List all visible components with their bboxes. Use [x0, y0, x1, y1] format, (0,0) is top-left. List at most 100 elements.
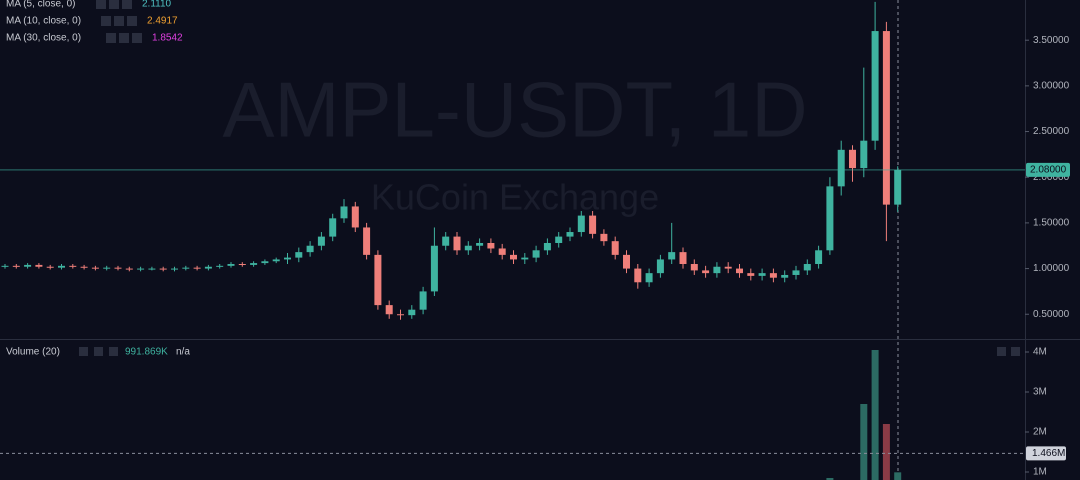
candle-body [487, 242, 495, 249]
icon[interactable] [997, 347, 1006, 356]
candle-body [227, 264, 235, 266]
candle-body [374, 254, 382, 306]
candle-body [329, 218, 337, 237]
indicator-value: 2.1110 [142, 0, 172, 10]
watermark-title: AMPL-USDT, 1D [222, 66, 807, 154]
volume-bar [871, 350, 879, 480]
candle-body [668, 252, 676, 260]
candle-body [815, 250, 823, 265]
candle-body [419, 291, 427, 310]
candle-body [464, 245, 472, 251]
candle-body [1, 265, 9, 267]
candle-body [284, 257, 291, 260]
candle-body [702, 270, 710, 274]
candle-body [543, 242, 551, 251]
icon[interactable] [119, 33, 129, 43]
candle-body [679, 252, 687, 265]
icon[interactable] [127, 16, 137, 26]
icon[interactable] [94, 347, 103, 356]
candle-body [204, 266, 212, 269]
icon[interactable] [109, 0, 119, 9]
candle-body [555, 236, 563, 243]
volume-legend-name: Volume (20) [6, 347, 60, 358]
candle-body [103, 267, 111, 269]
icon[interactable] [132, 33, 142, 43]
candle-body [600, 233, 608, 242]
candle-body [510, 254, 517, 260]
indicator-name: MA (5, close, 0) [6, 0, 75, 10]
icon[interactable] [106, 33, 116, 43]
candle-body [408, 309, 416, 316]
candle-body [826, 186, 834, 251]
icon[interactable] [96, 0, 106, 9]
candle-body [634, 268, 642, 283]
last-price-label: 2.08000 [1030, 165, 1067, 176]
volume-bar [882, 424, 890, 480]
candle-body [792, 270, 800, 275]
candle-body [363, 227, 371, 255]
icon[interactable] [79, 347, 88, 356]
y-tick-label: 3.50000 [1033, 35, 1070, 46]
candle-body [91, 267, 99, 269]
indicator-name: MA (30, close, 0) [6, 33, 81, 44]
candle-body [736, 268, 743, 274]
candle-body [159, 268, 167, 270]
candle-body [769, 273, 777, 278]
indicator-value: 1.8542 [152, 33, 183, 44]
candle-body [114, 267, 122, 269]
y-tick-label: 4M [1033, 347, 1047, 358]
y-tick-label: 2.50000 [1033, 126, 1070, 137]
icon[interactable] [101, 16, 111, 26]
icon[interactable] [1011, 347, 1020, 356]
candle-body [12, 265, 20, 267]
candle-body [566, 232, 574, 237]
candle-body [182, 267, 190, 269]
candle-body [781, 274, 789, 278]
candle-body [295, 252, 303, 258]
candle-body [351, 206, 359, 228]
candle-body [137, 268, 145, 270]
candle-body [645, 273, 653, 283]
candle-body [713, 266, 721, 274]
candle-body [193, 267, 201, 269]
icon[interactable] [109, 347, 118, 356]
candle-body [80, 266, 88, 268]
candle-body [656, 259, 664, 274]
indicator-name: MA (10, close, 0) [6, 16, 81, 27]
icon[interactable] [122, 0, 132, 9]
candle-body [306, 245, 314, 253]
candle-body [747, 273, 755, 276]
candle-body [261, 261, 269, 264]
candle-body [611, 241, 619, 255]
candle-body [24, 264, 32, 267]
volume-bar [860, 404, 868, 480]
y-tick-label: 1.00000 [1033, 263, 1070, 274]
y-tick-label: 3M [1033, 387, 1047, 398]
y-tick-label: 2.00000 [1033, 172, 1070, 183]
icon[interactable] [114, 16, 124, 26]
candle-body [871, 31, 879, 141]
y-tick-label: 3.00000 [1033, 81, 1070, 92]
y-tick-label: 0.50000 [1033, 309, 1070, 320]
candle-body [58, 265, 65, 268]
candle-body [442, 236, 450, 246]
candle-body [521, 257, 529, 260]
candle-body [430, 245, 438, 292]
candle-body [623, 254, 630, 269]
candle-body [216, 265, 224, 267]
candle-body [690, 264, 698, 271]
indicator-value: 2.4917 [147, 16, 178, 27]
candle-body [250, 263, 258, 265]
candle-body [758, 273, 766, 276]
candle-body [272, 259, 280, 262]
candle-body [317, 236, 325, 246]
candle-body [498, 248, 506, 255]
crosshair-box [1026, 446, 1066, 461]
volume-icons[interactable] [79, 347, 1020, 356]
candle-body [476, 242, 484, 246]
last-price-box [1026, 162, 1070, 177]
crosshair-label: 1.466M [1032, 448, 1065, 459]
candle-body [453, 236, 461, 251]
